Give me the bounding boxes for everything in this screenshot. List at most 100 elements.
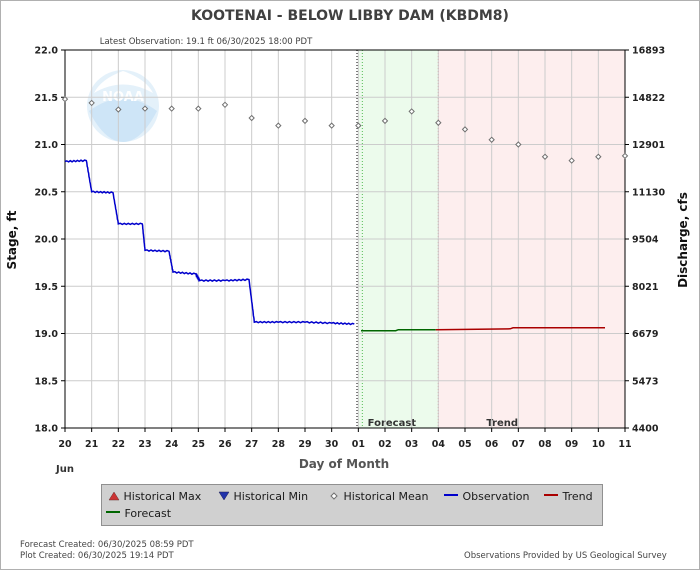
x-tick-label: 07 bbox=[512, 439, 525, 450]
y-right-tick-label: 14822 bbox=[632, 93, 665, 104]
historical-mean-point bbox=[195, 105, 202, 112]
data-series bbox=[61, 95, 629, 332]
observation-line bbox=[64, 159, 355, 326]
y-right-tick-label: 5473 bbox=[632, 376, 658, 387]
data-credit: Observations Provided by US Geological S… bbox=[464, 551, 667, 561]
x-tick-label: 06 bbox=[485, 439, 499, 450]
historical-mean-point bbox=[328, 122, 335, 129]
x-tick-label: 01 bbox=[352, 439, 365, 450]
x-tick-label: 28 bbox=[272, 439, 286, 450]
forecast-region-label: Forecast bbox=[368, 418, 417, 429]
forecast-created: Forecast Created: 06/30/2025 08:59 PDT bbox=[20, 540, 194, 550]
historical-mean-point bbox=[541, 153, 549, 160]
historical-mean-point bbox=[301, 117, 309, 125]
legend-item-historical-mean: Historical Mean bbox=[328, 490, 429, 503]
historical-mean-point bbox=[621, 152, 629, 160]
historical-mean-point bbox=[595, 153, 602, 160]
y-tick-label: 20.0 bbox=[35, 235, 59, 246]
historical-mean-point bbox=[88, 99, 95, 107]
x-tick-label: 25 bbox=[192, 439, 205, 450]
y-right-tick-label: 16893 bbox=[632, 46, 665, 57]
legend-item-historical-min: Historical Min bbox=[218, 490, 308, 503]
x-axis-label: Day of Month bbox=[299, 457, 389, 471]
y-right-tick-label: 4400 bbox=[632, 424, 659, 435]
y-tick-label: 21.5 bbox=[35, 93, 58, 104]
y-axis-label-right: Discharge, cfs bbox=[676, 192, 690, 288]
y-tick-label: 18.5 bbox=[35, 376, 58, 387]
axes: 20 21 22 23 24 25 26 27 28 29 30 01 02 03 04 05 06 07 08 09… bbox=[35, 46, 666, 451]
x-tick-label: 03 bbox=[405, 439, 418, 450]
trend-line bbox=[435, 327, 605, 331]
x-tick-label: 04 bbox=[432, 439, 446, 450]
y-tick-label: 22.0 bbox=[35, 46, 59, 57]
legend-label: Historical Mean bbox=[343, 490, 429, 503]
y-axis-label-left: Stage, ft bbox=[5, 210, 19, 269]
y-tick-label: 20.5 bbox=[35, 187, 58, 198]
x-tick-label: 30 bbox=[325, 439, 339, 450]
historical-mean-point bbox=[275, 122, 282, 129]
triangle-down-icon bbox=[218, 491, 230, 501]
forecast-line bbox=[361, 328, 436, 332]
legend-item-forecast: Forecast bbox=[105, 507, 171, 520]
x-tick-label: 29 bbox=[298, 439, 311, 450]
line-icon bbox=[544, 494, 558, 496]
historical-mean-point bbox=[381, 117, 389, 125]
y-right-tick-label: 12901 bbox=[632, 140, 665, 151]
trend-region-label: Trend bbox=[486, 418, 518, 429]
y-right-tick-label: 9504 bbox=[632, 235, 659, 246]
historical-mean-point bbox=[141, 105, 149, 112]
y-tick-label: 21.0 bbox=[35, 140, 59, 151]
legend-label: Trend bbox=[562, 490, 593, 503]
x-tick-label: 22 bbox=[112, 439, 125, 450]
historical-mean-point bbox=[488, 136, 495, 143]
historical-mean-point bbox=[168, 105, 175, 112]
x-tick-label: 08 bbox=[538, 439, 552, 450]
line-icon bbox=[444, 494, 458, 496]
legend-label: Observation bbox=[462, 490, 530, 503]
plot-created: Plot Created: 06/30/2025 19:14 PDT bbox=[20, 551, 174, 561]
legend-item-observation: Observation bbox=[443, 490, 529, 503]
y-right-tick-label: 6679 bbox=[632, 329, 658, 340]
y-tick-label: 19.0 bbox=[35, 329, 59, 340]
x-tick-label: 26 bbox=[218, 439, 232, 450]
historical-mean-point bbox=[355, 122, 362, 129]
x-tick-label: 20 bbox=[58, 439, 72, 450]
triangle-up-icon bbox=[108, 491, 120, 501]
legend-label: Historical Max bbox=[123, 490, 202, 503]
historical-mean-point bbox=[568, 157, 575, 164]
x-tick-label: 09 bbox=[565, 439, 578, 450]
y-tick-label: 19.5 bbox=[35, 282, 58, 293]
x-tick-label: 05 bbox=[458, 439, 471, 450]
latest-observation: Latest Observation: 19.1 ft 06/30/2025 1… bbox=[100, 37, 313, 47]
x-tick-label: 11 bbox=[618, 439, 631, 450]
line-icon bbox=[106, 511, 120, 513]
historical-mean-point bbox=[115, 106, 122, 113]
historical-mean-point bbox=[408, 108, 415, 115]
historical-mean-point bbox=[515, 141, 522, 148]
diamond-icon bbox=[330, 492, 338, 500]
noaa-logo: NOAA bbox=[87, 70, 159, 142]
x-tick-label: 02 bbox=[378, 439, 391, 450]
gridlines bbox=[65, 50, 625, 428]
y-tick-label: 18.0 bbox=[35, 424, 59, 435]
historical-mean-point bbox=[61, 95, 69, 103]
x-tick-label: 10 bbox=[592, 439, 606, 450]
historical-mean-point bbox=[221, 101, 229, 109]
x-tick-label: 23 bbox=[138, 439, 151, 450]
legend: Historical Max Historical Min Historical… bbox=[101, 484, 603, 526]
historical-mean-point bbox=[248, 114, 255, 122]
y-right-tick-label: 8021 bbox=[632, 282, 658, 293]
month-label: Jun bbox=[55, 464, 74, 475]
x-tick-label: 21 bbox=[85, 439, 98, 450]
y-right-tick-label: 11130 bbox=[632, 187, 665, 198]
historical-mean-point bbox=[435, 119, 442, 126]
legend-item-trend: Trend bbox=[543, 490, 593, 503]
x-tick-label: 24 bbox=[165, 439, 179, 450]
legend-label: Forecast bbox=[124, 507, 172, 520]
chart-title: KOOTENAI - BELOW LIBBY DAM (KBDM8) bbox=[191, 8, 509, 24]
historical-mean-point bbox=[461, 126, 469, 133]
legend-item-historical-max: Historical Max bbox=[108, 490, 201, 503]
x-tick-label: 27 bbox=[245, 439, 258, 450]
